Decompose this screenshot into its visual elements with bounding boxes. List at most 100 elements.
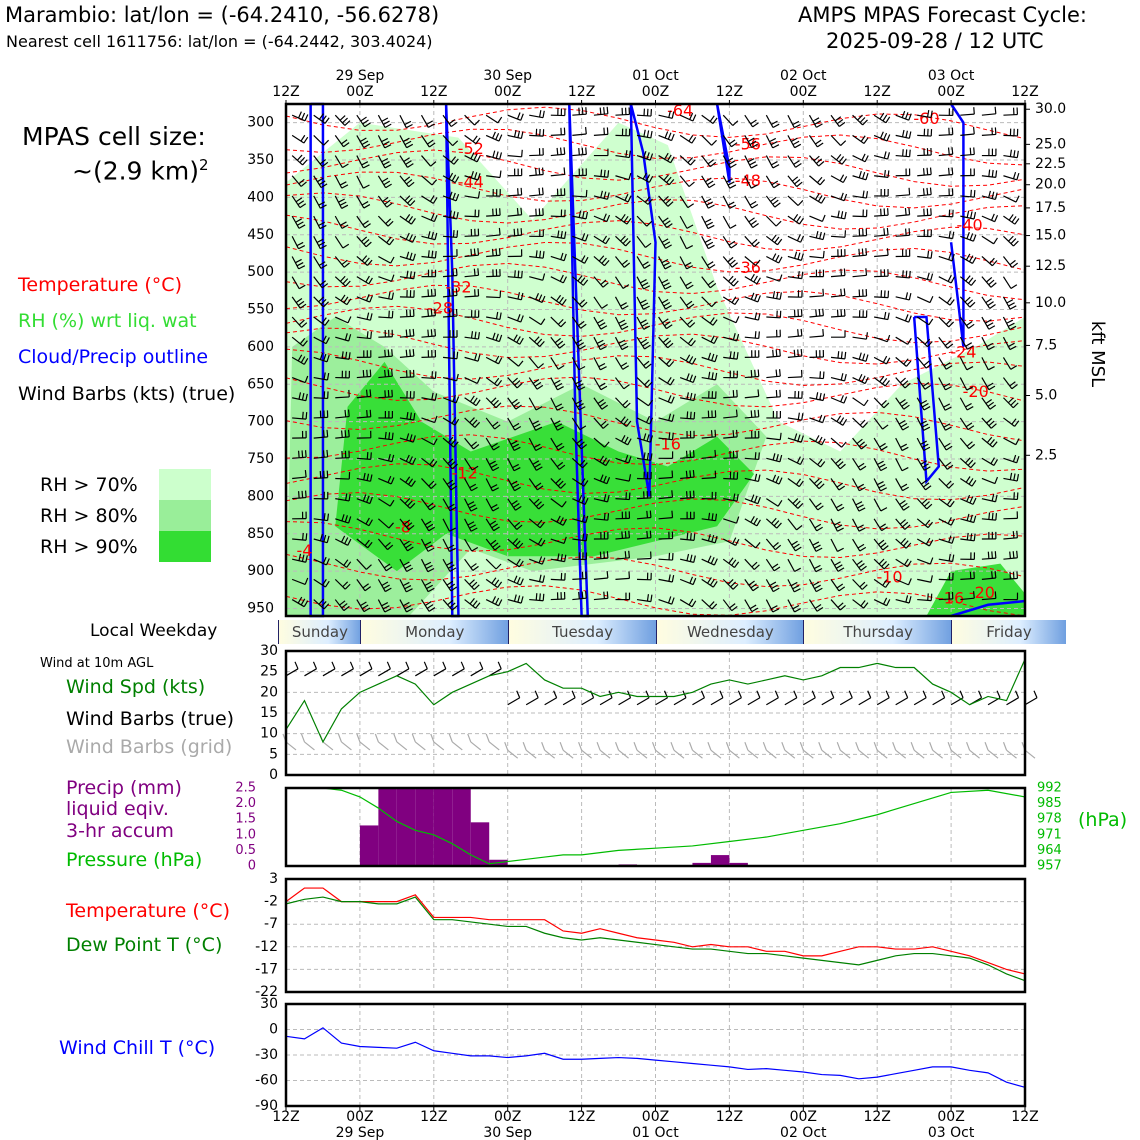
wind-barb-shaft [485, 558, 497, 570]
wind-barb-flag [839, 417, 845, 424]
wind-barb-flag [771, 517, 777, 524]
wind-barb-flag [734, 298, 740, 305]
wind-barb-flag [902, 486, 909, 492]
isotherm-label: -52 [458, 139, 484, 158]
wind-barb-shaft [744, 256, 756, 266]
wind-barb-shaft [313, 134, 325, 146]
pressure-tick-label: 600 [247, 339, 274, 355]
wind-barb-flag [922, 188, 925, 196]
wind-barb-flag [965, 476, 971, 483]
wind-barb-shaft [378, 457, 393, 463]
wind-barb-shaft [571, 437, 582, 450]
true-wind-barb [996, 690, 1001, 698]
wind-barb-flag [470, 171, 474, 179]
wind-barb-flag [322, 335, 327, 343]
wind-barb-flag [650, 453, 653, 461]
wind-barb-flag [381, 137, 389, 143]
wind-barb-flag [671, 510, 674, 518]
wind-barb-flag [833, 521, 841, 526]
wind-barb-flag [948, 482, 955, 489]
wind-barb-shaft [938, 215, 953, 218]
wind-barb-flag [901, 467, 909, 472]
wind-barb-flag [406, 608, 413, 613]
true-wind-barb [378, 668, 391, 677]
wind-barb-flag [409, 434, 413, 442]
wind-barb-flag [321, 578, 327, 586]
wind-barb-flag [671, 597, 675, 605]
wind-barb-shaft [550, 478, 562, 489]
wind-barb-flag [646, 510, 649, 518]
legend-cloud-outline: Cloud/Precip outline [18, 346, 209, 368]
wind-barb-flag [688, 356, 694, 363]
wind-barb-shaft [960, 577, 975, 580]
wind-barb-shaft [981, 557, 996, 560]
wind-barb-flag [927, 521, 933, 528]
wind-barb-flag [446, 479, 454, 485]
wind-barb-flag [618, 319, 626, 324]
wind-barb-flag [536, 384, 544, 390]
isotherm-line [285, 214, 1026, 252]
wind-barb-flag [793, 349, 796, 357]
wind-barb-flag [688, 181, 695, 188]
wind-barb-flag [686, 392, 690, 400]
wind-barb-flag [772, 199, 779, 205]
wind-barb-flag [835, 524, 843, 529]
wind-barb-flag [966, 406, 974, 411]
wind-barb-flag [800, 328, 803, 336]
wind-barb-flag [406, 123, 413, 129]
wind-barb-flag [456, 230, 459, 238]
isotherm-line [285, 106, 1026, 140]
legend-temperature: Temperature (°C) [18, 274, 182, 296]
wind-barb-shaft [679, 256, 688, 270]
wind-barb-flag [947, 517, 952, 524]
wind-barb-flag [861, 153, 866, 161]
wind-barb-flag [970, 189, 972, 197]
wind-barb-flag [640, 319, 647, 324]
wind-barb-flag [424, 581, 432, 587]
wind-barb-flag [816, 606, 824, 612]
wind-barb-flag [536, 466, 543, 471]
wind-barb-flag [405, 329, 408, 337]
wind-barb-flag [361, 236, 368, 242]
wind-barb-shaft [464, 134, 477, 145]
wind-barb-flag [299, 338, 306, 345]
wind-barb-flag [296, 221, 304, 226]
wind-barb-flag [448, 119, 456, 125]
wind-barb-flag [844, 351, 847, 359]
true-wind-barb [451, 668, 465, 677]
wind-barb-flag [341, 514, 345, 522]
wind-barb-flag [883, 132, 888, 140]
wind-barb-flag [920, 479, 928, 485]
wind-barb-flag [881, 399, 887, 406]
wind-barb-flag [815, 567, 823, 573]
precip-bar [692, 862, 711, 866]
wind-barb-shaft [723, 518, 737, 524]
wind-barb-flag [560, 230, 563, 239]
wind-barb-shaft [507, 194, 522, 197]
wind-barb-flag [348, 493, 351, 502]
wind-barb-shaft [399, 276, 414, 280]
wind-barb-flag [305, 533, 308, 541]
wind-barb-flag [795, 478, 802, 485]
wind-barb-flag [497, 116, 503, 124]
wind-barb-flag [836, 415, 842, 422]
bottom-time-tick-label: 12Z [568, 1109, 595, 1125]
wind-barb-shaft [550, 316, 562, 328]
wind-barb-shaft [636, 195, 649, 205]
wind-barb-flag [622, 400, 629, 406]
wind-barb-flag [903, 358, 909, 365]
wind-barb-flag [795, 546, 802, 552]
wind-barb-flag [693, 393, 696, 401]
wind-barb-flag [304, 114, 309, 122]
wind-barb-shaft [572, 133, 587, 136]
wind-barb-shaft [658, 377, 671, 386]
wind-barb-flag [1007, 397, 1014, 404]
wind-barb-flag [818, 308, 821, 317]
wind-barb-flag [859, 546, 867, 552]
wind-barb-flag [686, 373, 690, 381]
precip-tick-label: 0 [248, 859, 256, 874]
wind-barb-flag [708, 244, 715, 250]
wind-barb-flag [579, 345, 586, 350]
wind-barb-flag [882, 114, 888, 122]
wind-barb-flag [521, 149, 523, 157]
